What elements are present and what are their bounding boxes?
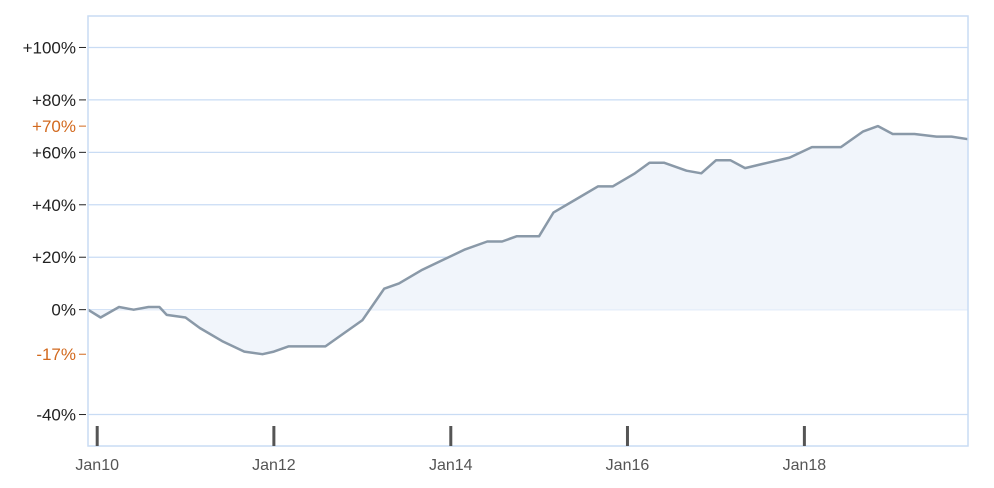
x-tick-label: Jan16 [606,457,650,474]
series-area [88,126,968,355]
y-axis: +100% +80% +60% +40% +20% 0% -40% +70% -17% [23,38,86,425]
y-marker-label: -17% [36,345,76,364]
x-tick-label: Jan10 [75,457,119,474]
y-tick-label: 0% [51,301,76,320]
y-marker-label: +70% [32,117,76,136]
y-tick-label: +20% [32,248,76,267]
plot-frame [87,15,969,447]
y-tick-label: -40% [36,406,76,425]
y-tick-label: +80% [32,91,76,110]
x-tick-label: Jan14 [429,457,473,474]
y-tick-label: +100% [23,38,76,57]
y-tick-label: +60% [32,143,76,162]
x-axis: Jan10 Jan12 Jan14 Jan16 Jan18 [75,426,826,474]
area-layer [87,124,969,356]
x-tick-label: Jan18 [783,457,827,474]
series-line [87,124,969,356]
y-tick-label: +40% [32,196,76,215]
x-tick-label: Jan12 [252,457,296,474]
